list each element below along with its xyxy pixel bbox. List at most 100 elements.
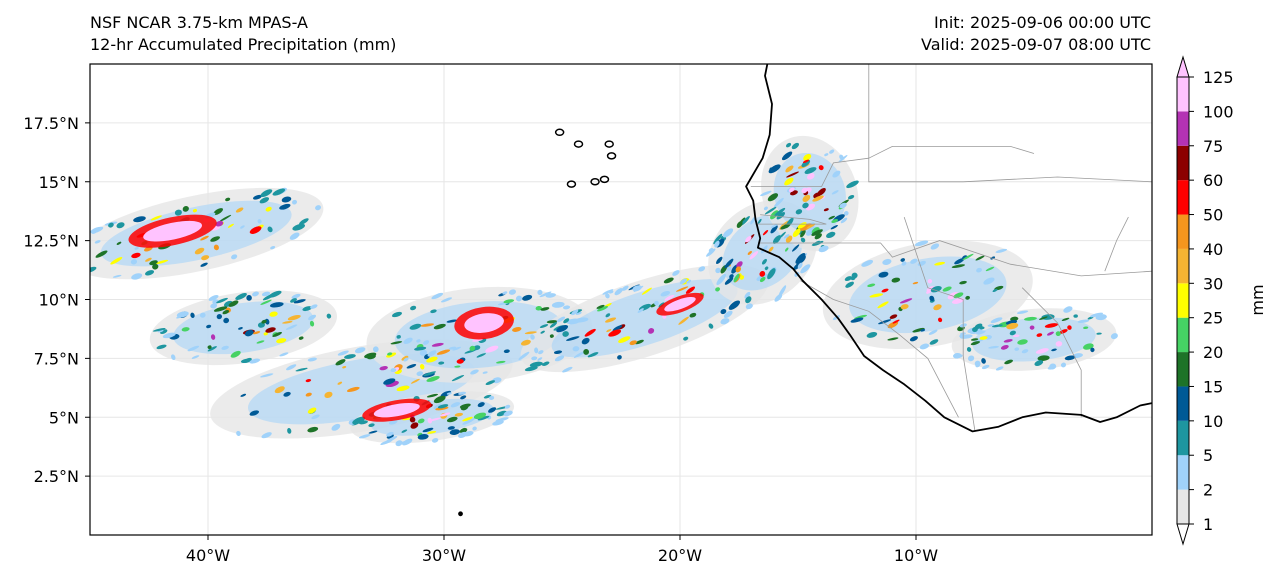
precip-cell xyxy=(231,254,238,260)
precip-cell xyxy=(764,206,777,215)
precip-cell xyxy=(495,417,509,422)
precip-cell xyxy=(249,226,262,234)
precip-cell xyxy=(458,391,467,395)
colorbar-tick-label: 30 xyxy=(1203,274,1223,293)
precip-cell xyxy=(423,340,430,345)
precip-cell xyxy=(265,206,272,212)
colorbar-segment xyxy=(1177,317,1189,353)
precip-cell xyxy=(957,354,963,358)
precip-cell xyxy=(260,189,273,198)
lat-tick-label: 7.5°N xyxy=(34,349,79,368)
precip-cell xyxy=(745,235,752,243)
precip-cell xyxy=(439,412,451,417)
precip-cell xyxy=(446,392,452,395)
precip-cell xyxy=(1077,319,1090,323)
precip-cell xyxy=(756,273,768,281)
precip-cell xyxy=(602,289,614,295)
precip-cell xyxy=(358,434,371,439)
precip-cell xyxy=(235,293,247,300)
precip-cell xyxy=(522,294,533,301)
precip-cell xyxy=(715,267,721,274)
precip-cell xyxy=(279,203,291,210)
precip-cell xyxy=(747,251,752,255)
island xyxy=(606,152,617,160)
precip-cell xyxy=(546,320,558,324)
precip-cell xyxy=(768,246,774,252)
precip-cell xyxy=(1090,312,1104,318)
precip-cell xyxy=(608,329,622,337)
precip-cell xyxy=(553,350,563,354)
precip-cell xyxy=(840,217,848,224)
precip-cell xyxy=(279,352,289,357)
precip-cell xyxy=(235,207,244,213)
precip-cell xyxy=(1060,362,1067,368)
precip-cell xyxy=(824,153,829,157)
precip-cell xyxy=(401,429,408,433)
precip-cell xyxy=(976,267,982,273)
precip-cell xyxy=(440,390,452,398)
precip-cell xyxy=(240,393,247,397)
precip-cell xyxy=(416,339,421,343)
precip-cell xyxy=(818,165,824,171)
precip-cell xyxy=(995,248,1008,253)
precip-cell xyxy=(817,188,826,196)
precip-cell xyxy=(785,165,794,173)
precip-cell xyxy=(562,366,573,373)
precip-cell xyxy=(584,328,596,337)
precip-cell xyxy=(720,309,727,315)
precip-cell xyxy=(155,259,169,264)
precip-cell xyxy=(930,243,940,250)
precip-cell xyxy=(1003,339,1013,343)
precip-cell xyxy=(776,212,786,220)
precip-cell xyxy=(959,280,967,285)
precip-cell xyxy=(716,256,723,265)
lat-tick-label: 5°N xyxy=(49,408,79,427)
precip-cell xyxy=(433,395,446,404)
precip-cell xyxy=(728,300,741,310)
precip-cell xyxy=(430,309,437,314)
colorbar-segment xyxy=(1177,489,1189,524)
precip-cell xyxy=(426,356,438,363)
precip-cell xyxy=(524,331,537,335)
precip-cell xyxy=(131,273,143,280)
precip-cell xyxy=(191,355,200,359)
precip-cell xyxy=(310,304,318,309)
colorbar-segment xyxy=(1177,420,1189,456)
precip-cell xyxy=(889,314,898,319)
precip-cell xyxy=(414,346,427,351)
precip-cell xyxy=(892,319,900,324)
precip-cell xyxy=(933,304,942,311)
precip-cell xyxy=(934,261,946,266)
precip-cell xyxy=(803,153,812,161)
precip-cell xyxy=(781,151,793,161)
precip-cell xyxy=(270,246,276,250)
map-panel xyxy=(90,64,1152,535)
precip-cell xyxy=(416,371,424,376)
precip-cell xyxy=(469,345,476,351)
precip-cell xyxy=(877,301,889,309)
precip-cell xyxy=(826,231,836,239)
precip-cell xyxy=(786,142,792,148)
precip-cell xyxy=(689,312,697,318)
precip-cell xyxy=(683,336,689,341)
precip-cell xyxy=(618,336,631,343)
precip-cell xyxy=(1037,355,1050,361)
precip-cell xyxy=(632,285,642,292)
precip-cell xyxy=(152,327,166,332)
precip-cell xyxy=(802,194,811,203)
axis-ticks: 40°W 30°W 20°W 10°W 2.5°N 5°N 7.5°N 10°N 12.5°N 1… xyxy=(23,114,938,565)
precip-cell xyxy=(409,323,422,330)
precip-cell xyxy=(846,180,859,189)
precip-cell xyxy=(831,219,839,223)
precip-cell xyxy=(456,359,464,364)
precip-cell xyxy=(729,274,734,279)
colorbar-tick-label: 50 xyxy=(1203,206,1223,225)
precip-cell xyxy=(851,272,858,279)
precip-cell xyxy=(263,332,268,336)
precip-cell xyxy=(152,263,159,270)
precip-cell xyxy=(539,324,549,328)
colorbar-segment xyxy=(1177,77,1189,112)
precip-cell xyxy=(845,281,854,288)
precip-cell xyxy=(201,255,210,261)
precip-cell xyxy=(451,374,465,382)
